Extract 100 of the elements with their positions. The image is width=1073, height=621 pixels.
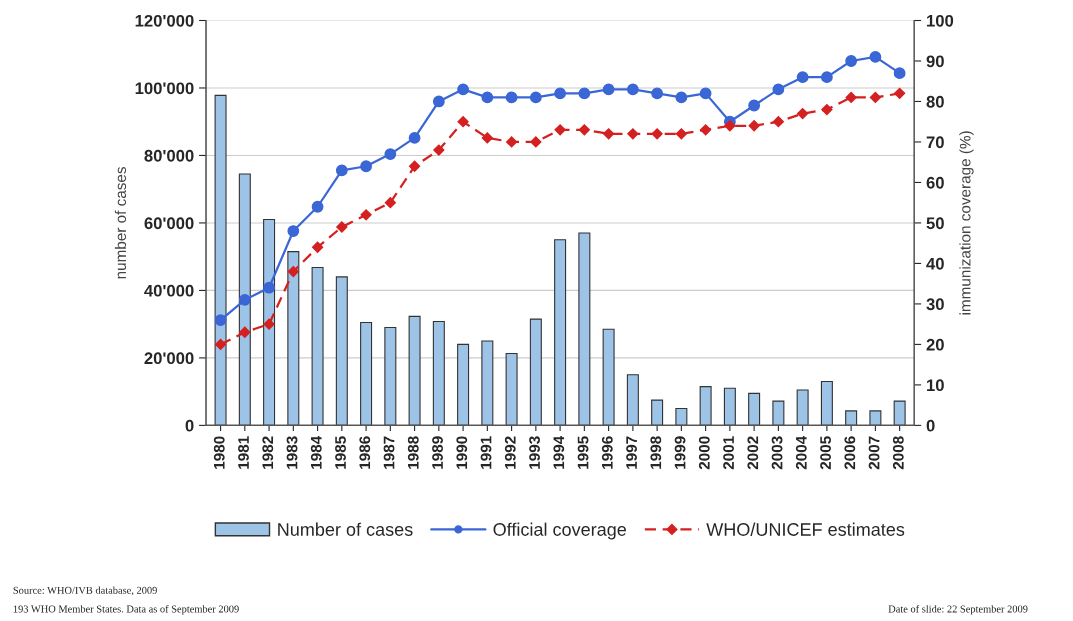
bar xyxy=(554,239,567,426)
x-tick-label: 1990 xyxy=(456,436,468,469)
bar xyxy=(457,343,470,426)
point xyxy=(505,91,518,104)
y-tick-label: 120'000 xyxy=(135,14,194,27)
point xyxy=(748,120,760,132)
x-tick-label: 1982 xyxy=(262,436,274,469)
point xyxy=(408,132,421,144)
point xyxy=(627,128,639,140)
point xyxy=(772,83,785,96)
point xyxy=(384,197,396,209)
point xyxy=(578,87,591,100)
y2-tick-label: 20 xyxy=(926,338,944,351)
x-tick-label: 1984 xyxy=(310,435,322,469)
y-tick-label: 20'000 xyxy=(144,352,194,365)
bar xyxy=(602,328,615,426)
point xyxy=(287,265,299,278)
bar xyxy=(893,400,906,426)
point xyxy=(893,67,906,80)
x-tick-label: 1999 xyxy=(674,436,686,469)
bar xyxy=(384,326,397,426)
legend-label: WHO/UNICEF estimates xyxy=(706,522,905,536)
x-tick-label: 1995 xyxy=(577,436,589,469)
source-note: Source: WHO/IVB database, 2009 xyxy=(13,586,157,596)
x-tick-label: 1997 xyxy=(626,436,637,469)
x-tick-label: 1991 xyxy=(480,436,492,469)
point xyxy=(360,209,372,221)
y2-tick-label: 100 xyxy=(927,14,954,27)
x-tick-label: 2000 xyxy=(698,436,710,470)
y2-tick-label: 70 xyxy=(926,136,944,149)
text: Date of slide: 22 September 2009 xyxy=(888,605,1028,615)
point xyxy=(214,338,227,351)
bar xyxy=(869,410,882,426)
y2-tick-label: 30 xyxy=(926,298,944,311)
bar xyxy=(287,251,300,426)
point xyxy=(554,124,566,136)
point xyxy=(699,87,712,100)
point xyxy=(335,164,348,177)
point xyxy=(360,160,372,173)
point xyxy=(554,87,567,100)
y2-tick-label: 90 xyxy=(926,55,944,68)
point xyxy=(505,136,518,148)
x-tick-label: 1981 xyxy=(238,436,249,469)
point xyxy=(263,281,275,294)
x-tick-label: 2008 xyxy=(892,436,904,470)
y-tick-label: 100'000 xyxy=(135,82,194,95)
bar xyxy=(505,352,518,426)
bar xyxy=(481,340,494,426)
point xyxy=(408,160,421,172)
y2-tick-label: 80 xyxy=(926,95,944,108)
x-tick-label: 1989 xyxy=(432,436,443,469)
point xyxy=(845,91,857,104)
x-tick-label: 2004 xyxy=(795,435,807,470)
bar xyxy=(845,410,858,426)
x-tick-label: 1992 xyxy=(504,436,516,469)
x-tick-label: 1988 xyxy=(407,436,419,469)
point xyxy=(772,116,784,128)
bar xyxy=(408,315,421,426)
bar xyxy=(820,380,833,426)
x-tick-label: 2007 xyxy=(868,436,880,470)
x-tick-label: 1998 xyxy=(650,436,662,469)
bar xyxy=(651,399,664,426)
point xyxy=(700,124,712,136)
point xyxy=(384,148,397,161)
point xyxy=(336,221,348,233)
bar xyxy=(263,219,276,426)
y-tick-label: 40'000 xyxy=(144,284,194,297)
point xyxy=(626,83,639,96)
point xyxy=(797,108,809,120)
point xyxy=(821,103,833,116)
point xyxy=(651,87,664,100)
point xyxy=(869,91,881,104)
bar xyxy=(311,266,324,426)
y2-axis-title: immunization coverage (%) xyxy=(959,131,974,315)
y-tick-label: 0 xyxy=(185,419,194,432)
point xyxy=(894,87,906,99)
point xyxy=(869,51,882,63)
legend-label: Number of cases xyxy=(278,522,413,536)
x-tick-label: 2001 xyxy=(723,436,734,470)
bar xyxy=(626,374,639,426)
x-tick-label: 1980 xyxy=(213,436,225,469)
point xyxy=(796,71,809,84)
point xyxy=(432,95,445,108)
point xyxy=(675,128,687,140)
point xyxy=(603,128,615,140)
legend-label: Official coverage xyxy=(493,522,626,540)
bar xyxy=(432,320,445,426)
point xyxy=(675,91,688,104)
y2-tick-label: 50 xyxy=(926,217,944,230)
bar xyxy=(748,392,761,426)
point xyxy=(433,144,445,156)
bar xyxy=(675,407,688,426)
y2-tick-label: 60 xyxy=(926,176,944,189)
point xyxy=(820,71,833,84)
x-tick-label: 1983 xyxy=(286,436,298,469)
bar xyxy=(238,173,251,426)
point xyxy=(238,293,251,306)
point xyxy=(457,83,469,96)
y2-tick-label: 10 xyxy=(927,379,944,392)
point xyxy=(239,326,251,338)
